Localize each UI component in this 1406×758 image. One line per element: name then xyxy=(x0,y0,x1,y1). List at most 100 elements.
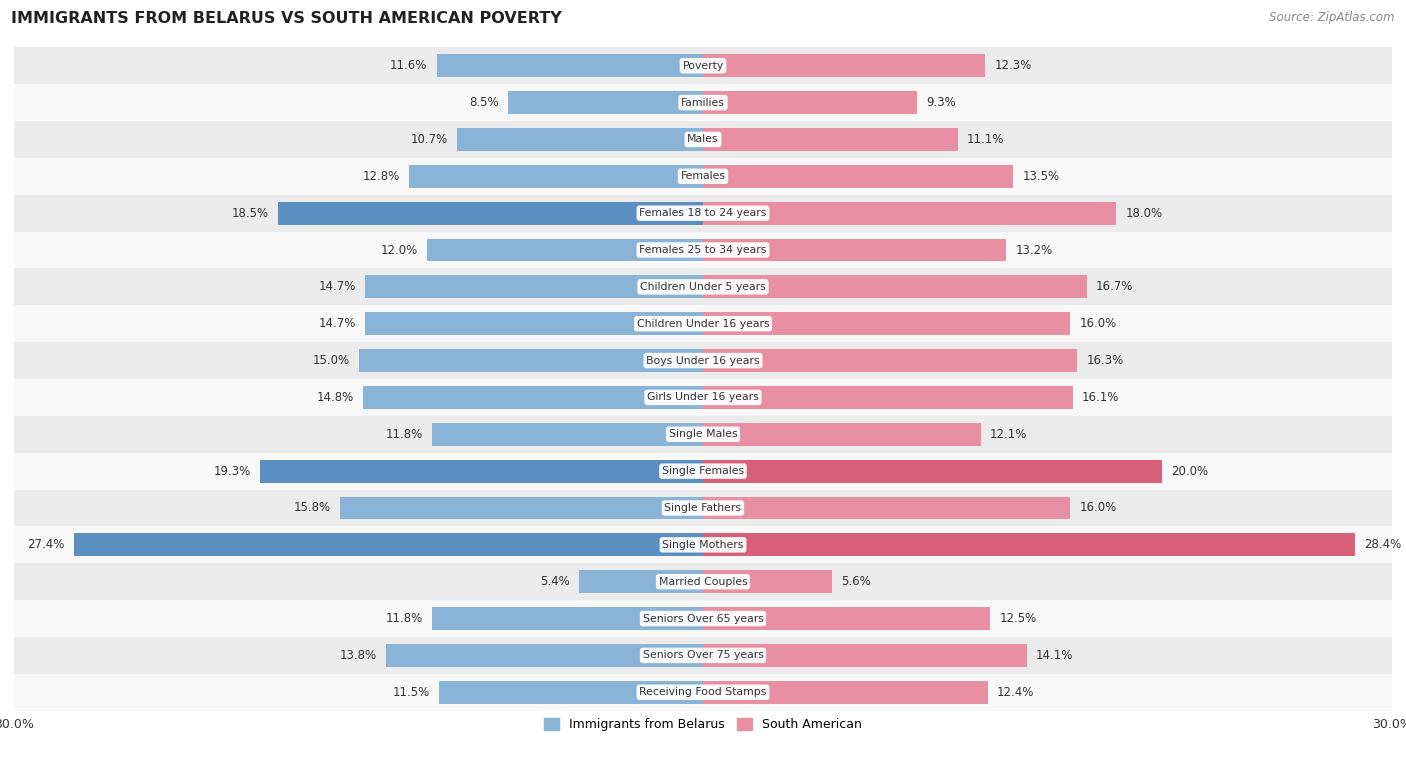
Bar xyxy=(14,84,1392,121)
Text: 14.7%: 14.7% xyxy=(319,317,356,330)
Bar xyxy=(432,607,703,630)
Bar xyxy=(457,128,703,151)
Bar xyxy=(703,91,917,114)
Bar xyxy=(278,202,703,224)
Text: Females 25 to 34 years: Females 25 to 34 years xyxy=(640,245,766,255)
Bar xyxy=(366,275,703,299)
Bar xyxy=(703,570,831,593)
Text: Girls Under 16 years: Girls Under 16 years xyxy=(647,393,759,402)
Bar xyxy=(439,681,703,703)
Text: Children Under 16 years: Children Under 16 years xyxy=(637,318,769,329)
Bar xyxy=(579,570,703,593)
Text: Receiving Food Stamps: Receiving Food Stamps xyxy=(640,688,766,697)
Text: 12.0%: 12.0% xyxy=(381,243,418,256)
Bar xyxy=(359,349,703,372)
Bar xyxy=(703,55,986,77)
Bar xyxy=(14,342,1392,379)
Text: 16.0%: 16.0% xyxy=(1080,317,1116,330)
Text: Children Under 5 years: Children Under 5 years xyxy=(640,282,766,292)
Text: Married Couples: Married Couples xyxy=(658,577,748,587)
Bar xyxy=(14,268,1392,305)
Bar xyxy=(14,305,1392,342)
Text: 14.7%: 14.7% xyxy=(319,280,356,293)
Text: Single Males: Single Males xyxy=(669,429,737,440)
Bar xyxy=(14,453,1392,490)
Text: 11.8%: 11.8% xyxy=(385,428,423,441)
Text: Females: Females xyxy=(681,171,725,181)
Text: 16.7%: 16.7% xyxy=(1095,280,1133,293)
Text: 12.1%: 12.1% xyxy=(990,428,1028,441)
Bar xyxy=(14,121,1392,158)
Bar xyxy=(703,312,1070,335)
Bar xyxy=(703,239,1007,262)
Text: 11.6%: 11.6% xyxy=(389,59,427,72)
Text: 19.3%: 19.3% xyxy=(214,465,250,478)
Bar xyxy=(703,349,1077,372)
Bar xyxy=(340,496,703,519)
Bar xyxy=(432,423,703,446)
Bar xyxy=(703,681,988,703)
Text: 11.5%: 11.5% xyxy=(392,686,430,699)
Bar xyxy=(427,239,703,262)
Bar xyxy=(14,232,1392,268)
Text: 12.4%: 12.4% xyxy=(997,686,1035,699)
Text: 15.8%: 15.8% xyxy=(294,502,330,515)
Bar xyxy=(14,490,1392,526)
Bar xyxy=(14,195,1392,232)
Text: Single Mothers: Single Mothers xyxy=(662,540,744,550)
Text: 10.7%: 10.7% xyxy=(411,133,449,146)
Bar xyxy=(14,674,1392,711)
Bar xyxy=(14,47,1392,84)
Text: 18.5%: 18.5% xyxy=(232,207,269,220)
Text: Families: Families xyxy=(681,98,725,108)
Text: Males: Males xyxy=(688,134,718,145)
Bar xyxy=(14,526,1392,563)
Text: 11.8%: 11.8% xyxy=(385,612,423,625)
Text: 12.3%: 12.3% xyxy=(994,59,1032,72)
Text: 15.0%: 15.0% xyxy=(312,354,349,367)
Bar xyxy=(508,91,703,114)
Bar xyxy=(703,202,1116,224)
Bar xyxy=(703,459,1163,483)
Text: 13.8%: 13.8% xyxy=(340,649,377,662)
Text: 5.6%: 5.6% xyxy=(841,575,870,588)
Text: Single Females: Single Females xyxy=(662,466,744,476)
Bar xyxy=(14,600,1392,637)
Bar xyxy=(14,379,1392,416)
Bar xyxy=(703,275,1087,299)
Text: 9.3%: 9.3% xyxy=(925,96,956,109)
Bar xyxy=(703,496,1070,519)
Text: 12.5%: 12.5% xyxy=(1000,612,1036,625)
Bar xyxy=(703,386,1073,409)
Text: 14.8%: 14.8% xyxy=(316,391,354,404)
Text: 28.4%: 28.4% xyxy=(1364,538,1402,551)
Text: 13.5%: 13.5% xyxy=(1022,170,1059,183)
Text: Source: ZipAtlas.com: Source: ZipAtlas.com xyxy=(1270,11,1395,24)
Text: Boys Under 16 years: Boys Under 16 years xyxy=(647,356,759,365)
Text: 16.1%: 16.1% xyxy=(1083,391,1119,404)
Bar xyxy=(409,165,703,188)
Text: 11.1%: 11.1% xyxy=(967,133,1004,146)
Text: Females 18 to 24 years: Females 18 to 24 years xyxy=(640,208,766,218)
Text: 16.0%: 16.0% xyxy=(1080,502,1116,515)
Text: Single Fathers: Single Fathers xyxy=(665,503,741,513)
Legend: Immigrants from Belarus, South American: Immigrants from Belarus, South American xyxy=(538,713,868,736)
Text: Seniors Over 65 years: Seniors Over 65 years xyxy=(643,613,763,624)
Bar xyxy=(703,423,981,446)
Bar xyxy=(387,644,703,667)
Text: 14.1%: 14.1% xyxy=(1036,649,1073,662)
Bar xyxy=(260,459,703,483)
Bar xyxy=(14,563,1392,600)
Text: 18.0%: 18.0% xyxy=(1126,207,1163,220)
Text: 16.3%: 16.3% xyxy=(1087,354,1123,367)
Text: 20.0%: 20.0% xyxy=(1171,465,1209,478)
Bar xyxy=(73,534,703,556)
Bar xyxy=(703,534,1355,556)
Bar xyxy=(703,128,957,151)
Text: 5.4%: 5.4% xyxy=(540,575,569,588)
Text: Poverty: Poverty xyxy=(682,61,724,70)
Bar xyxy=(14,416,1392,453)
Bar xyxy=(14,637,1392,674)
Bar xyxy=(366,312,703,335)
Bar xyxy=(703,165,1012,188)
